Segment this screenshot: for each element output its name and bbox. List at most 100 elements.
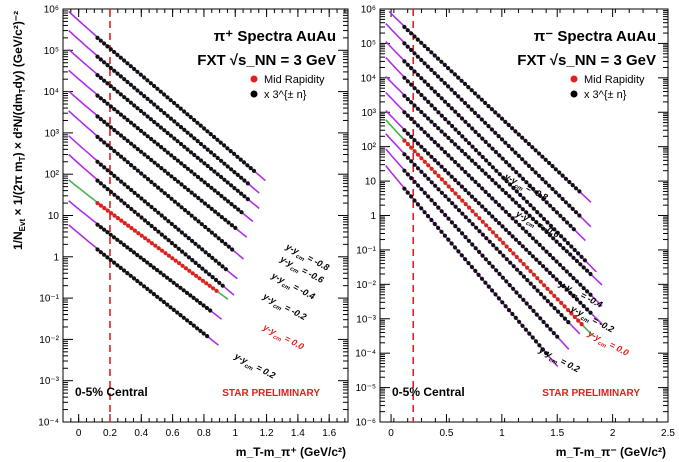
data-point [469, 176, 475, 181]
data-point [215, 155, 220, 161]
x-axis-label: m_T-m_π⁺ (GeV/c²) [236, 445, 346, 459]
data-point [168, 305, 173, 310]
preliminary-label: STAR PRELIMINARY [542, 388, 640, 399]
data-point [521, 262, 526, 267]
data-point [537, 260, 542, 265]
data-point [132, 123, 137, 128]
data-point [480, 219, 485, 224]
data-point [436, 143, 441, 148]
data-point [102, 98, 107, 104]
data-point [520, 207, 525, 212]
data-point [487, 260, 492, 266]
data-point [517, 319, 522, 324]
legend-label: Mid Rapidity [584, 74, 645, 86]
data-point [579, 322, 584, 327]
data-point [496, 134, 501, 139]
data-point [129, 187, 134, 193]
data-point [540, 347, 545, 352]
data-point [132, 66, 137, 72]
data-point [473, 179, 478, 184]
data-point [534, 312, 539, 317]
data-point [530, 254, 536, 259]
data-point [558, 213, 563, 218]
data-point [439, 164, 444, 169]
data-point [204, 281, 209, 286]
data-point [504, 257, 509, 262]
data-point [463, 137, 468, 142]
data-point [225, 164, 230, 169]
x-tick-label: 1.2 [260, 428, 274, 439]
data-point [98, 203, 103, 208]
data-point [462, 81, 468, 86]
x-tick-label: 0.5 [440, 428, 454, 439]
data-point [206, 227, 211, 232]
data-point [568, 223, 573, 228]
data-point [201, 303, 206, 308]
data-point [200, 278, 205, 283]
data-point [544, 229, 549, 234]
data-point [115, 52, 120, 58]
y-tick-label: 10⁻⁵ [355, 383, 376, 394]
data-point [163, 235, 168, 240]
data-point [102, 227, 107, 232]
data-point [196, 263, 202, 268]
data-point [544, 249, 549, 254]
data-point [551, 207, 556, 212]
data-point [578, 262, 583, 267]
data-point [195, 139, 200, 144]
data-point [149, 157, 154, 163]
data-point [232, 151, 237, 156]
data-point [419, 169, 424, 174]
data-point [503, 190, 508, 196]
data-point [553, 167, 558, 172]
data-point [105, 122, 110, 127]
data-point [560, 196, 565, 202]
data-point [506, 122, 511, 128]
data-point [422, 79, 427, 84]
data-point [216, 212, 221, 217]
data-point [449, 69, 454, 74]
data-point [520, 323, 525, 328]
data-point [486, 104, 491, 109]
data-point [463, 215, 468, 220]
data-point [108, 84, 113, 89]
data-point [449, 106, 454, 111]
data-point [477, 229, 482, 234]
data-point [473, 268, 478, 273]
data-point [507, 231, 512, 236]
data-point [514, 170, 519, 175]
data-point [112, 68, 117, 73]
data-point [115, 89, 120, 94]
data-point [152, 83, 157, 89]
data-point [446, 102, 451, 108]
data-point [510, 234, 515, 239]
data-point [480, 253, 485, 258]
data-point [490, 177, 495, 183]
data-point [112, 107, 117, 112]
data-point [112, 148, 117, 154]
data-point [186, 187, 191, 192]
data-point [207, 283, 212, 288]
data-point [483, 100, 488, 105]
data-point [568, 290, 573, 295]
data-point [192, 117, 197, 123]
data-point [115, 130, 120, 135]
data-point [537, 343, 542, 348]
data-point [422, 130, 427, 135]
data-point [95, 159, 100, 164]
data-point [559, 313, 564, 318]
data-point [459, 253, 464, 258]
y-tick-label: 10⁴ [44, 87, 59, 98]
data-point [215, 137, 220, 142]
data-point [98, 57, 103, 62]
data-point [402, 138, 407, 143]
data-point [436, 92, 441, 98]
data-point [527, 183, 532, 188]
data-point [561, 217, 566, 222]
data-point [98, 181, 103, 186]
data-point [521, 196, 526, 201]
data-point [115, 195, 120, 200]
data-point [525, 265, 530, 270]
data-point [125, 160, 130, 165]
data-point [191, 323, 196, 328]
